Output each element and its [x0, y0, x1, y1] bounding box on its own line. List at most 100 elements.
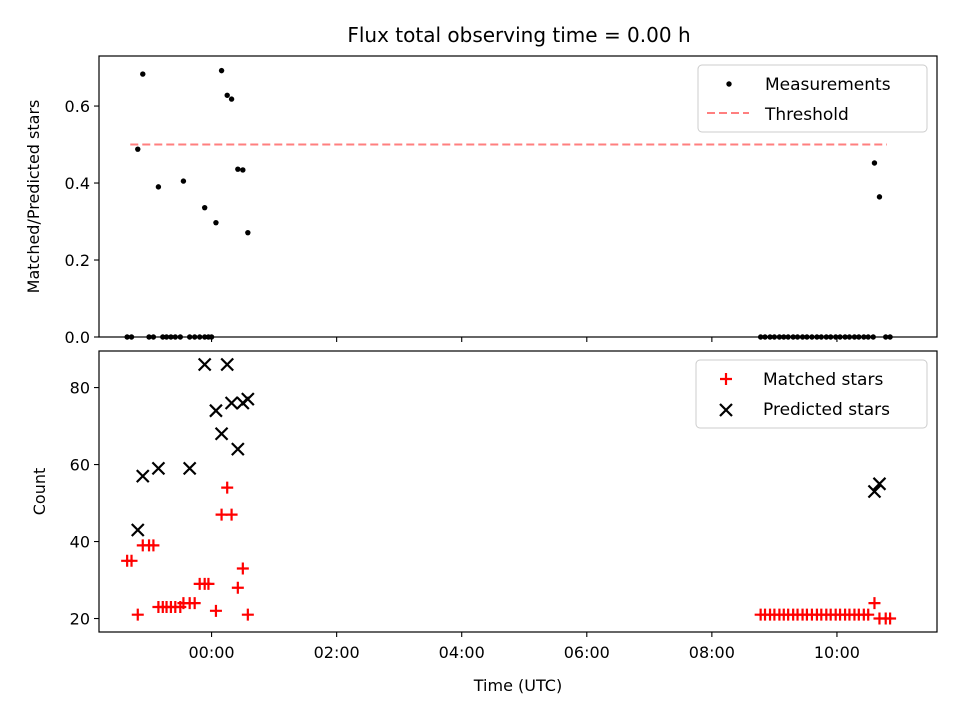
predicted-point — [214, 426, 229, 441]
top-data-marks — [124, 67, 893, 340]
matched-point — [215, 508, 228, 521]
measurement-point — [785, 334, 791, 340]
measurement-point — [140, 71, 146, 77]
y-tick-label: 80 — [70, 379, 90, 398]
matched-point — [125, 554, 138, 567]
predicted-point — [220, 357, 234, 372]
measurement-point — [762, 334, 768, 340]
measurement-point — [771, 334, 778, 340]
top-legend: Measurements Threshold — [697, 64, 928, 133]
y-tick-label: 0.6 — [65, 97, 90, 116]
measurement-point — [201, 204, 208, 211]
measurement-point — [814, 334, 820, 340]
measurement-point — [240, 167, 246, 173]
predicted-point — [151, 461, 166, 476]
bottom-legend: Matched stars Predicted stars — [695, 359, 928, 429]
matched-point — [241, 608, 254, 621]
bottom-panel: 20 40 60 80 00:00 02:00 04:00 06:00 08:00 10:00 C… — [30, 350, 938, 695]
top-axis-ticks: 0.0 0.2 0.4 0.6 — [65, 97, 838, 347]
measurement-point — [846, 334, 853, 340]
measurement-point — [245, 229, 251, 236]
x-tick-label: 04:00 — [439, 643, 485, 662]
x-tick-label: 06:00 — [564, 643, 610, 662]
measurement-point — [837, 334, 843, 340]
measurement-point — [827, 334, 834, 340]
predicted-point — [231, 442, 245, 456]
bottom-data-marks — [121, 357, 897, 625]
measurement-point — [865, 334, 871, 340]
measurement-point — [818, 334, 825, 340]
predicted-point — [130, 523, 145, 537]
predicted-point — [867, 484, 882, 499]
bottom-y-axis-label: Count — [30, 468, 49, 516]
top-y-axis-label: Matched/Predicted stars — [24, 100, 43, 294]
y-tick-label: 0.4 — [65, 174, 90, 193]
legend-threshold-label: Threshold — [764, 105, 849, 125]
top-legend-box — [697, 64, 928, 133]
measurement-point — [218, 67, 225, 74]
chart-title: Flux total observing time = 0.00 h — [347, 23, 690, 47]
matched-point — [231, 581, 244, 594]
measurement-point — [163, 334, 170, 340]
matched-point — [225, 508, 238, 521]
matched-point — [236, 562, 249, 575]
legend-predicted-marker — [719, 403, 733, 417]
bottom-plot-frame — [98, 350, 938, 633]
measurement-point — [871, 160, 878, 166]
x-axis-label: Time (UTC) — [473, 676, 562, 695]
bottom-legend-box — [695, 359, 928, 429]
legend-matched-marker — [720, 373, 732, 385]
measurement-point — [804, 334, 810, 340]
measurement-point — [208, 334, 215, 340]
predicted-point — [135, 469, 150, 483]
measurement-point — [809, 334, 815, 340]
measurement-point — [224, 92, 230, 98]
y-tick-label: 20 — [70, 610, 90, 629]
legend-measurements-label: Measurements — [765, 75, 891, 95]
matched-point — [868, 597, 881, 610]
measurement-point — [832, 334, 839, 340]
predicted-point — [209, 403, 223, 418]
measurement-point — [235, 166, 241, 172]
measurement-point — [160, 334, 166, 340]
predicted-point — [224, 396, 239, 410]
measurement-point — [177, 334, 183, 340]
predicted-point — [182, 461, 197, 476]
predicted-point — [241, 392, 255, 406]
measurement-point — [794, 334, 801, 340]
top-panel: 0.0 0.2 0.4 0.6 Matched/Predicted stars Mea… — [24, 55, 938, 347]
measurement-point — [186, 334, 193, 340]
predicted-point — [872, 477, 887, 491]
x-tick-label: 10:00 — [814, 643, 860, 662]
measurement-point — [168, 334, 174, 340]
measurement-point — [155, 184, 162, 190]
measurement-point — [883, 334, 889, 340]
top-plot-frame — [98, 55, 938, 338]
measurement-point — [196, 334, 203, 340]
measurement-point — [228, 96, 235, 102]
measurement-point — [851, 334, 858, 340]
measurement-point — [150, 334, 157, 340]
measurement-point — [861, 334, 867, 340]
x-tick-label: 08:00 — [689, 643, 735, 662]
measurement-point — [124, 334, 130, 340]
measurement-point — [876, 194, 883, 200]
matched-point — [147, 539, 160, 552]
predicted-point — [197, 357, 212, 372]
measurement-point — [842, 334, 848, 340]
measurement-point — [172, 334, 178, 340]
legend-measurements-marker — [726, 81, 732, 87]
measurement-point — [128, 334, 135, 340]
measurement-point — [776, 334, 783, 340]
measurement-point — [799, 334, 806, 340]
y-tick-label: 0.0 — [65, 328, 90, 347]
measurement-point — [135, 146, 141, 152]
y-tick-label: 40 — [70, 533, 90, 552]
x-tick-label: 00:00 — [189, 643, 235, 662]
measurement-point — [757, 334, 764, 340]
measurement-point — [781, 334, 787, 340]
measurement-point — [823, 334, 830, 340]
measurement-point — [180, 178, 187, 184]
matched-point — [202, 577, 215, 590]
